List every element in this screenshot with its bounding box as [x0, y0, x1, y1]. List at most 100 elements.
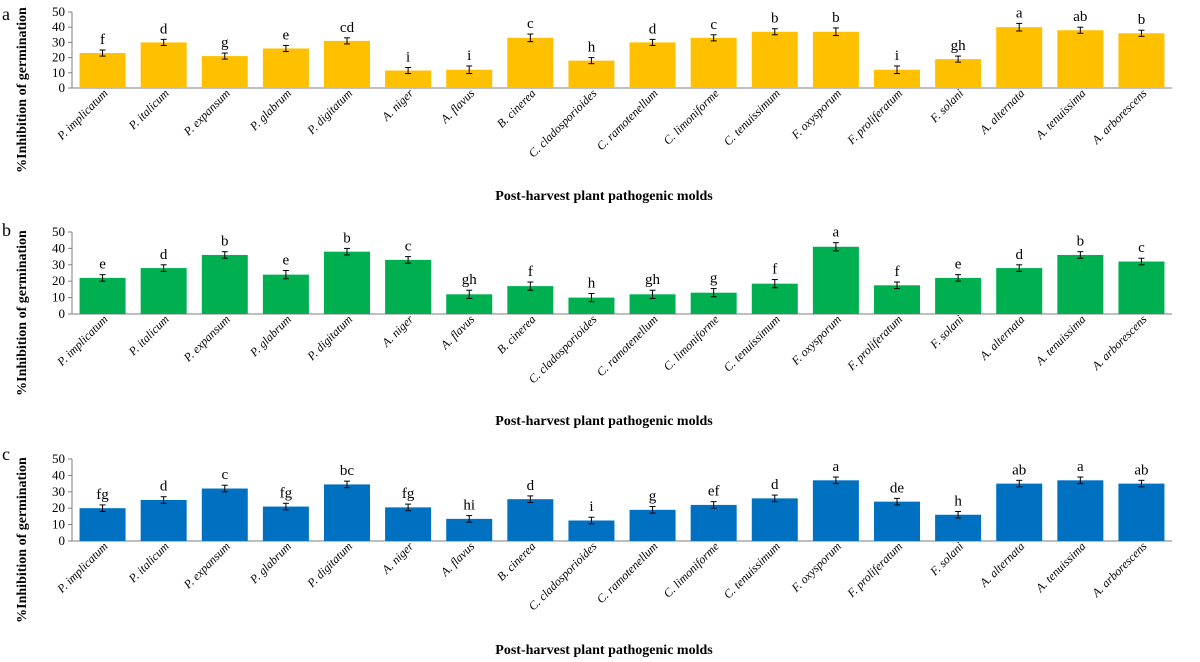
- significance-label: h: [588, 40, 596, 56]
- category-label: P. glabrum: [246, 539, 294, 587]
- category-label: F. solani: [927, 539, 967, 579]
- bar: [935, 277, 982, 314]
- bar: [201, 254, 248, 314]
- bar: [874, 69, 920, 88]
- bar: [690, 504, 737, 541]
- significance-label: g: [649, 489, 657, 505]
- bar: [996, 483, 1043, 541]
- y-tick-label: 50: [52, 451, 65, 466]
- bar: [1118, 483, 1165, 541]
- y-tick-label: 40: [52, 467, 65, 482]
- bar: [79, 277, 126, 314]
- bar: [385, 70, 432, 88]
- category-label: P. expansum: [180, 539, 233, 592]
- y-tick-label: 0: [59, 80, 66, 95]
- category-label: P. digitatum: [304, 86, 356, 138]
- bar: [507, 286, 554, 314]
- category-label: F. proliferatum: [844, 539, 906, 601]
- y-tick-label: 10: [52, 65, 65, 80]
- category-label: A. alternata: [976, 539, 1027, 590]
- category-label: F. oxysporum: [788, 86, 844, 142]
- bar: [140, 268, 187, 314]
- significance-label: hi: [463, 498, 475, 514]
- significance-label: f: [895, 264, 900, 280]
- category-label: P. glabrum: [246, 86, 294, 134]
- significance-label: d: [160, 21, 168, 37]
- bar: [446, 518, 493, 541]
- significance-label: i: [895, 48, 899, 64]
- bar: [629, 294, 676, 314]
- y-axis-label: %Inhibition of germination: [15, 7, 30, 173]
- significance-label: fg: [96, 487, 109, 503]
- x-axis-label: Post-harvest plant pathogenic molds: [495, 414, 713, 429]
- y-tick-label: 10: [52, 517, 65, 532]
- category-label: P. expansum: [180, 86, 233, 139]
- bar: [568, 60, 615, 88]
- significance-label: f: [100, 32, 105, 48]
- bar: [324, 251, 370, 314]
- significance-label: d: [1015, 247, 1023, 263]
- bar: [874, 501, 920, 541]
- bar: [262, 274, 309, 314]
- bar: [690, 292, 737, 314]
- category-label: P. italicum: [125, 86, 172, 133]
- significance-label: d: [649, 21, 657, 37]
- bar: [507, 499, 554, 541]
- y-tick-label: 0: [59, 306, 66, 321]
- category-label: C. limoniforme: [661, 86, 723, 148]
- category-label: P. italicum: [125, 312, 172, 359]
- category-label: A. flavus: [437, 539, 478, 580]
- bar: [996, 268, 1043, 314]
- bar: [1057, 30, 1104, 89]
- category-label: F. solani: [927, 312, 967, 352]
- significance-label: a: [1077, 459, 1084, 475]
- category-label: C. tenuissimum: [721, 312, 783, 374]
- significance-label: b: [832, 10, 840, 26]
- bar: [262, 48, 309, 88]
- significance-label: ab: [1134, 462, 1148, 478]
- significance-label: d: [527, 478, 535, 494]
- y-axis-label: %Inhibition of germination: [15, 230, 30, 396]
- y-tick-label: 0: [59, 533, 66, 548]
- y-tick-label: 40: [52, 19, 65, 34]
- category-label: A. arborescens: [1088, 86, 1149, 147]
- significance-label: ab: [1012, 462, 1026, 478]
- bar: [812, 480, 859, 541]
- category-label: A. tenuissima: [1032, 539, 1088, 595]
- significance-label: gh: [645, 272, 661, 288]
- category-label: F. proliferatum: [844, 312, 906, 374]
- significance-label: gh: [462, 272, 478, 288]
- bar: [568, 520, 615, 541]
- category-label: C. tenuissimum: [721, 86, 783, 148]
- significance-label: fg: [280, 485, 293, 501]
- bar: [629, 509, 676, 541]
- category-label: F. solani: [927, 86, 967, 126]
- bar: [446, 294, 493, 314]
- bar: [201, 56, 248, 88]
- significance-label: bc: [340, 463, 355, 479]
- panel-letter: c: [2, 444, 10, 464]
- bar: [262, 506, 309, 541]
- category-label: C. ramotenellum: [594, 86, 661, 153]
- category-label: P. digitatum: [304, 312, 356, 364]
- category-label: A. flavus: [437, 86, 478, 127]
- bar: [324, 40, 370, 88]
- bar: [1057, 480, 1104, 541]
- significance-label: ef: [708, 484, 720, 500]
- significance-label: g: [221, 35, 229, 51]
- bar: [935, 59, 982, 88]
- bar: [996, 27, 1043, 88]
- significance-label: e: [283, 27, 290, 43]
- bar: [324, 484, 370, 541]
- category-label: A. niger: [378, 86, 416, 124]
- category-label: B. cinerea: [494, 86, 538, 130]
- significance-label: h: [588, 276, 596, 292]
- significance-label: h: [954, 493, 962, 509]
- category-label: A. arborescens: [1088, 312, 1149, 373]
- significance-label: d: [160, 479, 168, 495]
- significance-label: d: [771, 477, 779, 493]
- panel-letter: b: [2, 220, 11, 240]
- significance-label: e: [955, 257, 962, 273]
